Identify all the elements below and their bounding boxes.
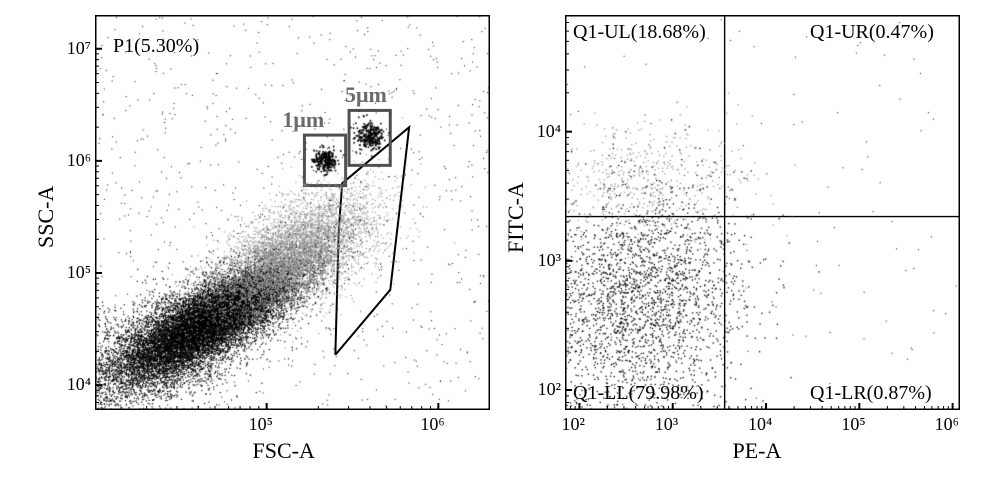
um1-gate-label: 1μm — [282, 107, 324, 133]
x-tick-label: 10³ — [655, 414, 678, 435]
y-tick-label: 10³ — [521, 250, 561, 271]
y-tick-label: 10⁶ — [51, 150, 91, 171]
right-scatter-panel: PE-A FITC-A Q1-UL(18.68%) Q1-UR(0.47%) Q… — [565, 15, 960, 410]
x-tick-label: 10⁵ — [841, 414, 865, 435]
left-axes — [95, 15, 490, 410]
quadrant-ur-label: Q1-UR(0.47%) — [810, 21, 934, 44]
x-tick-label: 10⁶ — [420, 414, 444, 435]
left-ylabel: SSC-A — [33, 185, 59, 247]
x-tick-label: 10⁴ — [748, 414, 772, 435]
quadrant-lr-label: Q1-LR(0.87%) — [810, 382, 932, 405]
right-ylabel: FITC-A — [503, 182, 529, 253]
y-tick-label: 10⁵ — [51, 262, 91, 283]
x-tick-label: 10⁵ — [249, 414, 273, 435]
y-tick-label: 10² — [521, 379, 561, 400]
left-scatter-panel: FSC-A SSC-A P1(5.30%) 1μm 5μm 10⁵10⁶10⁴1… — [95, 15, 490, 410]
p1-gate-label: P1(5.30%) — [113, 35, 199, 58]
page: FSC-A SSC-A P1(5.30%) 1μm 5μm 10⁵ 10⁶ 10⁴ 1… — [0, 0, 1000, 503]
quadrant-ul-label: Q1-UL(18.68%) — [573, 21, 706, 44]
um5-gate-label: 5μm — [345, 82, 387, 108]
quadrant-ll-label: Q1-LL(79.98%) — [573, 382, 704, 405]
right-xlabel: PE-A — [733, 438, 782, 464]
x-tick-label: 10⁶ — [935, 414, 959, 435]
y-tick-label: 10⁴ — [521, 121, 561, 142]
left-xlabel: FSC-A — [253, 438, 315, 464]
y-tick-label: 10⁷ — [51, 38, 91, 59]
x-tick-label: 10² — [561, 414, 584, 435]
right-axes — [565, 15, 960, 410]
y-tick-label: 10⁴ — [51, 374, 91, 395]
